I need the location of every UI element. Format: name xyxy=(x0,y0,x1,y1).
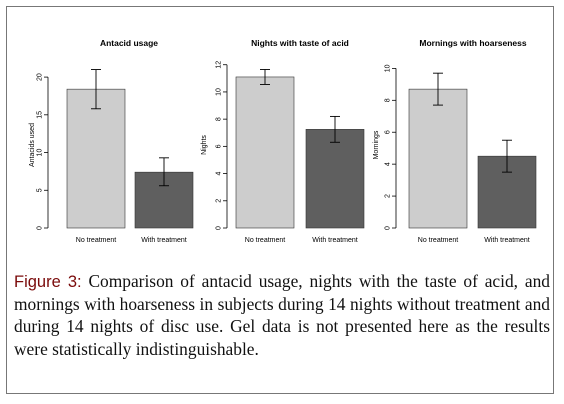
bar-no-treatment xyxy=(408,88,468,229)
category-label: No treatment xyxy=(418,237,459,244)
y-tick-label: 6 xyxy=(385,130,392,134)
chart-title: Antacid usage xyxy=(100,38,158,48)
y-tick-label: 8 xyxy=(216,117,223,121)
category-label: With treatment xyxy=(484,237,530,244)
chart-title: Mornings with hoarseness xyxy=(419,38,526,48)
y-axis-label: Mornings xyxy=(373,130,380,159)
chart-title: Nights with taste of acid xyxy=(251,38,349,48)
y-tick-label: 4 xyxy=(216,172,223,176)
category-label: With treatment xyxy=(141,237,187,244)
y-tick-label: 15 xyxy=(37,111,44,119)
bar-no-treatment xyxy=(66,88,126,229)
y-tick-label: 0 xyxy=(37,226,44,230)
y-tick-label: 6 xyxy=(216,144,223,148)
y-axis-label: Nights xyxy=(201,135,208,155)
y-tick-label: 2 xyxy=(216,199,223,203)
y-tick-label: 10 xyxy=(216,88,223,96)
category-label: No treatment xyxy=(76,237,117,244)
caption-text: Comparison of antacid usage, nights with… xyxy=(14,271,550,359)
y-tick-label: 2 xyxy=(385,194,392,198)
y-tick-label: 0 xyxy=(216,226,223,230)
chart-panel-3: Mornings with hoarseness Mornings 0 2 4 6 8 10 N… xyxy=(373,38,537,244)
y-tick-label: 0 xyxy=(385,226,392,230)
y-tick-label: 10 xyxy=(37,149,44,157)
y-axis-label: Antacids used xyxy=(29,123,36,167)
chart-panel-2: Nights with taste of acid Nights 0 2 4 6 8 10 12… xyxy=(201,38,365,244)
y-tick-label: 20 xyxy=(37,73,44,81)
y-tick-label: 4 xyxy=(385,162,392,166)
bar-with-treatment xyxy=(305,129,365,229)
y-tick-label: 12 xyxy=(216,61,223,69)
category-label: No treatment xyxy=(245,237,286,244)
figure-caption: Figure 3: Comparison of antacid usage, n… xyxy=(14,270,550,360)
category-label: With treatment xyxy=(312,237,358,244)
y-tick-label: 8 xyxy=(385,98,392,102)
caption-lead: Figure 3: xyxy=(14,273,82,291)
y-tick-label: 10 xyxy=(385,64,392,72)
chart-panel-1: Antacid usage Antacids used 0 5 10 15 20 No tre… xyxy=(29,38,194,244)
y-tick-label: 5 xyxy=(37,188,44,192)
bar-no-treatment xyxy=(235,76,295,229)
